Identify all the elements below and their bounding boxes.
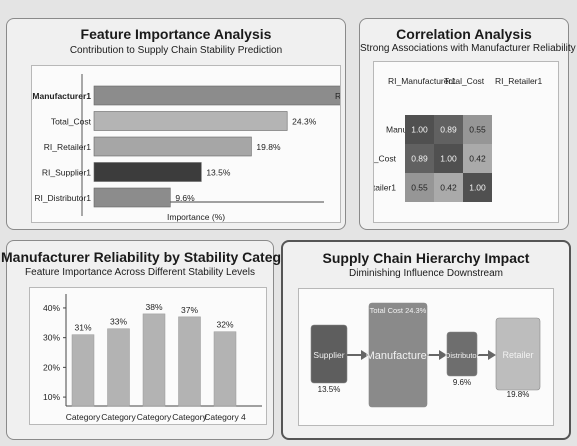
- feature-category-label: RI_Retailer1: [44, 142, 92, 152]
- category-x-tick-label: Category: [66, 412, 101, 422]
- hierarchy-node-value: 19.8%: [507, 390, 530, 399]
- feature-bar: [93, 187, 171, 208]
- hierarchy-node: [310, 324, 348, 384]
- heatmap-cell-value: 0.89: [411, 154, 428, 164]
- category-value-label: 33%: [110, 317, 127, 327]
- heatmap-cell-value: 0.42: [469, 154, 486, 164]
- correlation-heatmap: RI_Manufacturer1Total_CostRI_Retailer1Ma…: [374, 76, 543, 202]
- feature-value-label: 24.3%: [292, 117, 317, 127]
- hierarchy-diagram-frame: Supplier 13.5% Manufacturer Total Cost 24.3…: [298, 288, 554, 426]
- heatmap-cell: [405, 144, 434, 173]
- category-value-label: 32%: [216, 320, 233, 330]
- feature-importance-chart-frame: RI_Manufacturer1 Total_Cost 24.3% RI_Retail…: [31, 65, 341, 223]
- hierarchy-panel: Supply Chain Hierarchy Impact Diminishin…: [281, 240, 571, 440]
- category-title: Manufacturer Reliability by Stability Ca…: [1, 249, 303, 265]
- correlation-subtitle: Strong Associations with Manufacturer Re…: [360, 43, 576, 54]
- category-chart-frame: 10% 20% 30% 40% 31% Category 33% Category 38% Cat…: [29, 287, 267, 425]
- category-bar-chart: 10% 20% 30% 40% 31% Category 33% Category 38% Cat…: [43, 294, 262, 422]
- category-bar: [178, 316, 201, 407]
- heatmap-row-label: Total_Cost: [374, 154, 397, 164]
- heatmap-cell-value: 0.55: [411, 183, 428, 193]
- heatmap-cell: [434, 144, 463, 173]
- hierarchy-subtitle: Diminishing Influence Downstream: [349, 268, 503, 279]
- heatmap-cell: [405, 115, 434, 144]
- heatmap-column-label: Total_Cost: [444, 76, 485, 86]
- hierarchy-arrow-head: [361, 350, 369, 360]
- hierarchy-node: [495, 317, 541, 391]
- category-x-tick-label: Category: [172, 412, 207, 422]
- feature-value-label: 13.5%: [206, 168, 231, 178]
- category-y-tick-label: 40%: [43, 303, 60, 313]
- feature-category-label: RI_Distributor1: [34, 193, 91, 203]
- heatmap-cell: [434, 115, 463, 144]
- feature-importance-subtitle: Contribution to Supply Chain Stability P…: [69, 45, 283, 56]
- category-bar: [107, 328, 130, 407]
- heatmap-cell-value: 1.00: [469, 183, 486, 193]
- feature-category-label: RI_Supplier1: [42, 168, 91, 178]
- correlation-panel: Correlation Analysis Strong Associations…: [359, 18, 576, 230]
- feature-overflow-label: RI_Man: [335, 91, 341, 101]
- category-bar: [142, 313, 166, 407]
- feature-bar: [93, 162, 202, 182]
- hierarchy-node: [368, 302, 428, 408]
- correlation-chart-frame: RI_Manufacturer1Total_CostRI_Retailer1Ma…: [373, 61, 559, 223]
- heatmap-cell-value: 0.55: [469, 125, 486, 135]
- hierarchy-node-value: 13.5%: [318, 385, 341, 394]
- hierarchy-node-label: Distributor: [445, 351, 480, 360]
- category-y-tick-label: 30%: [43, 333, 60, 343]
- heatmap-cell: [463, 173, 492, 202]
- feature-bar: [93, 85, 340, 106]
- category-x-tick-label: Category 4: [204, 412, 246, 422]
- hierarchy-node-label: Retailer: [502, 350, 533, 360]
- category-y-tick-label: 20%: [43, 362, 60, 372]
- category-y-tick-label: 10%: [43, 392, 60, 402]
- heatmap-cell-value: 0.89: [440, 125, 457, 135]
- category-subtitle: Feature Importance Across Different Stab…: [25, 267, 255, 278]
- feature-category-label: RI_Manufacturer1: [32, 91, 91, 101]
- feature-category-label: Total_Cost: [51, 117, 92, 127]
- hierarchy-node: [446, 331, 478, 377]
- heatmap-cell-value: 1.00: [411, 125, 428, 135]
- heatmap-cell-value: 1.00: [440, 154, 457, 164]
- hierarchy-node-value: Total Cost 24.3%: [370, 306, 427, 315]
- feature-value-label: 19.8%: [256, 142, 281, 152]
- hierarchy-arrow-head: [488, 350, 496, 360]
- heatmap-column-label: RI_Manufacturer1: [388, 76, 456, 86]
- hierarchy-title: Supply Chain Hierarchy Impact: [322, 250, 530, 266]
- heatmap-cell: [463, 144, 492, 173]
- category-bar: [71, 334, 95, 407]
- feature-importance-title: Feature Importance Analysis: [80, 26, 272, 42]
- hierarchy-node-value: 9.6%: [453, 378, 471, 387]
- heatmap-column-label: RI_Retailer1: [495, 76, 543, 86]
- category-value-label: 37%: [181, 305, 198, 315]
- heatmap-cell: [463, 115, 492, 144]
- category-value-label: 38%: [145, 302, 162, 312]
- feature-bar: [93, 136, 252, 157]
- heatmap-cell-value: 0.42: [440, 183, 457, 193]
- heatmap-cell: [405, 173, 434, 202]
- category-x-tick-label: Category: [137, 412, 172, 422]
- heatmap-row-label: RI_Retailer1: [374, 183, 396, 193]
- feature-value-label: 9.6%: [175, 193, 195, 203]
- hierarchy-diagram: Supplier 13.5% Manufacturer Total Cost 24.3…: [310, 302, 541, 408]
- heatmap-cell: [434, 173, 463, 202]
- feature-importance-chart: RI_Manufacturer1 Total_Cost 24.3% RI_Retail…: [32, 74, 341, 222]
- hierarchy-node-label: Supplier: [313, 350, 344, 360]
- feature-importance-panel: Feature Importance Analysis Contribution…: [6, 18, 346, 230]
- hierarchy-arrow-head: [439, 350, 447, 360]
- category-value-label: 31%: [74, 323, 91, 333]
- category-panel: Manufacturer Reliability by Stability Ca…: [1, 240, 303, 440]
- hierarchy-node-label: Manufacturer: [366, 350, 431, 362]
- feature-bar: [93, 111, 288, 131]
- category-x-tick-label: Category: [101, 412, 136, 422]
- correlation-title: Correlation Analysis: [396, 26, 532, 42]
- category-bar: [213, 331, 237, 407]
- feature-x-axis-label: Importance (%): [167, 212, 225, 222]
